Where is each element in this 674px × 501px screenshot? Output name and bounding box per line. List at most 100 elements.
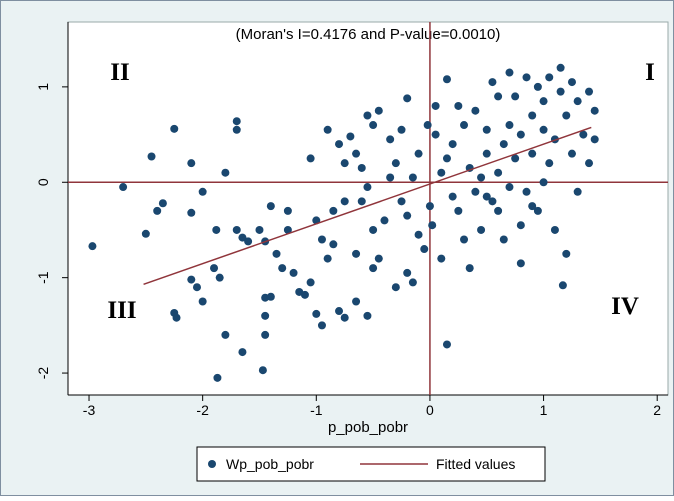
- point: [539, 125, 548, 134]
- point: [522, 187, 531, 196]
- point: [448, 140, 457, 149]
- point: [590, 135, 599, 144]
- point: [278, 264, 287, 273]
- point: [369, 264, 378, 273]
- point: [386, 135, 395, 144]
- point: [403, 268, 412, 277]
- point: [539, 178, 548, 187]
- legend-marker: [208, 460, 216, 468]
- point: [340, 159, 349, 168]
- point: [431, 101, 440, 110]
- legend-label: Fitted values: [436, 456, 515, 472]
- point: [511, 154, 520, 163]
- point: [158, 199, 167, 208]
- point: [533, 206, 542, 215]
- point: [448, 192, 457, 201]
- point: [488, 78, 497, 87]
- point: [238, 348, 247, 357]
- point: [232, 125, 241, 134]
- point: [283, 225, 292, 234]
- point: [363, 183, 372, 192]
- point: [369, 225, 378, 234]
- point: [357, 163, 366, 172]
- point: [522, 73, 531, 82]
- point: [471, 187, 480, 196]
- point: [437, 254, 446, 263]
- point: [585, 159, 594, 168]
- point: [266, 292, 275, 301]
- point: [403, 211, 412, 220]
- point: [558, 281, 567, 290]
- point: [562, 111, 571, 120]
- point: [488, 197, 497, 206]
- point: [471, 106, 480, 115]
- point: [212, 225, 221, 234]
- point: [323, 254, 332, 263]
- point: [192, 283, 201, 292]
- point: [374, 106, 383, 115]
- point: [454, 206, 463, 215]
- point: [454, 101, 463, 110]
- point: [380, 216, 389, 225]
- point: [550, 225, 559, 234]
- point: [141, 229, 150, 238]
- point: [408, 278, 417, 287]
- point: [545, 159, 554, 168]
- point: [437, 168, 446, 177]
- quadrant-label: IV: [611, 293, 639, 320]
- point: [306, 154, 315, 163]
- x-tick-label: -1: [310, 402, 323, 418]
- point: [477, 225, 486, 234]
- point: [511, 92, 520, 101]
- point: [147, 152, 156, 161]
- point: [317, 321, 326, 330]
- y-tick-label: -1: [35, 271, 51, 284]
- point: [300, 290, 309, 299]
- point: [420, 245, 429, 254]
- y-tick-label: -2: [35, 367, 51, 380]
- point: [579, 130, 588, 139]
- point: [374, 254, 383, 263]
- point: [431, 130, 440, 139]
- point: [494, 206, 503, 215]
- point: [329, 240, 338, 249]
- point: [232, 117, 241, 126]
- y-tick-label: 1: [35, 83, 51, 91]
- point: [460, 235, 469, 244]
- point: [335, 140, 344, 149]
- chart-title: (Moran's I=0.4176 and P-value=0.0010): [236, 26, 501, 43]
- point: [187, 159, 196, 168]
- point: [442, 75, 451, 84]
- point: [425, 202, 434, 211]
- point: [352, 249, 361, 258]
- point: [187, 275, 196, 284]
- x-axis-label: p_pob_pobr: [328, 419, 408, 436]
- point: [528, 202, 537, 211]
- x-tick-label: 1: [540, 402, 548, 418]
- point: [119, 183, 128, 192]
- point: [329, 206, 338, 215]
- point: [346, 132, 355, 141]
- point: [556, 63, 565, 72]
- point: [590, 106, 599, 115]
- point: [442, 340, 451, 349]
- point: [323, 125, 332, 134]
- point: [465, 264, 474, 273]
- point: [482, 125, 491, 134]
- point: [306, 278, 315, 287]
- point: [352, 297, 361, 306]
- point: [499, 235, 508, 244]
- point: [423, 121, 432, 130]
- point: [567, 78, 576, 87]
- point: [482, 192, 491, 201]
- point: [391, 159, 400, 168]
- point: [187, 208, 196, 217]
- point: [317, 235, 326, 244]
- point: [505, 183, 514, 192]
- point: [528, 111, 537, 120]
- point: [414, 149, 423, 158]
- point: [403, 94, 412, 103]
- point: [340, 313, 349, 322]
- point: [477, 173, 486, 182]
